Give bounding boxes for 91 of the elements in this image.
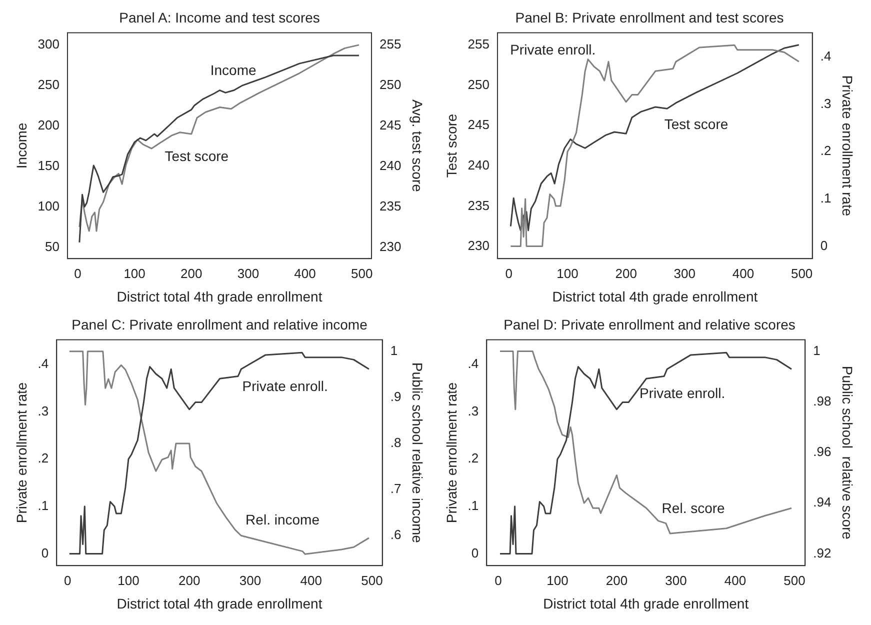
y-tick-label: .2 [468,450,479,466]
y-tick-label: .3 [38,403,49,418]
y2-tick-label: 230 [380,238,402,254]
y2-tick-label: 245 [380,117,402,132]
x-tick-label: 0 [64,572,72,588]
x-tick-label: 400 [300,572,322,588]
chart-title: Panel D: Private enrollment and relative scores [504,316,796,332]
y-tick-label: 0 [471,545,479,560]
y-tick-label: .4 [468,356,479,371]
y-tick-label: 200 [38,117,60,132]
x-tick-label: 300 [237,266,260,281]
x-tick-label: 400 [294,266,316,281]
y-axis-title: Test score [443,114,460,178]
y-tick-label: .2 [38,450,49,466]
y2-tick-label: .9 [390,388,402,404]
x-tick-label: 200 [178,572,200,588]
y2-tick-label: .3 [820,96,832,111]
x-tick-label: 500 [351,266,373,281]
y2-tick-label: .1 [820,190,832,206]
y2-axis-title: Private enrollment rate [840,75,856,216]
x-tick-label: 100 [546,572,568,588]
y-tick-label: 0 [41,545,49,560]
y2-tick-label: 0 [820,238,828,253]
y2-tick-label: .8 [390,435,402,450]
y-axis-title: Private enrollment rate [13,382,30,524]
y2-tick-label: .7 [390,481,402,496]
y-tick-label: 240 [468,157,490,172]
y2-tick-label: .94 [813,494,832,510]
y-axis-title: Income [13,122,30,169]
series-label: Private enroll. [510,42,596,58]
series-label: Income [210,62,257,78]
x-tick-label: 500 [790,266,813,281]
x-tick-label: 300 [674,266,696,281]
series-label: Private enroll. [640,384,726,401]
chart-title: Panel A: Income and test scores [119,9,320,26]
series-label: Test score [664,116,728,132]
x-tick-label: 0 [505,266,513,281]
series-label: Test score [164,148,229,164]
x-tick-label: 400 [732,266,754,281]
x-tick-label: 0 [494,572,502,588]
series-label: Rel. income [246,511,320,528]
y-tick-label: 250 [38,76,60,92]
y-tick-label: 250 [468,76,490,92]
y-tick-label: 235 [468,198,490,213]
x-axis-title: District total 4th grade enrollment [116,288,322,304]
y2-tick-label: .4 [820,48,832,64]
y-tick-label: .1 [38,498,49,514]
y-tick-label: .4 [38,356,49,371]
y2-tick-label: 240 [380,158,402,173]
y-tick-label: 230 [468,238,490,254]
x-tick-label: 200 [606,572,628,588]
x-axis-title: District total 4th grade enrollment [543,595,749,612]
chart-title: Panel C: Private enrollment and relative income [72,316,368,332]
y2-axis-title: Avg. test score [410,100,426,192]
y-tick-label: 100 [38,198,60,214]
y-tick-label: 255 [468,36,490,52]
series-label: Private enroll. [242,378,328,394]
series-label: Rel. score [662,500,726,516]
y2-tick-label: 235 [380,198,402,214]
y2-axis-title: Public school relative score [840,366,856,540]
x-axis-title: District total 4th grade enrollment [552,288,758,304]
y2-tick-label: 250 [380,76,402,92]
y2-tick-label: .2 [820,143,832,158]
x-tick-label: 100 [556,266,578,281]
x-tick-label: 100 [124,266,146,281]
y2-tick-label: .98 [813,393,832,408]
y-tick-label: 300 [38,36,60,52]
y-tick-label: .3 [468,403,479,418]
y-tick-label: 50 [45,238,60,254]
y-tick-label: .1 [468,498,479,514]
x-tick-label: 300 [239,572,262,588]
x-tick-label: 200 [615,266,637,281]
y2-tick-label: .96 [813,444,832,460]
x-axis-title: District total 4th grade enrollment [116,595,322,612]
chart-title: Panel B: Private enrollment and test scores [515,9,784,26]
x-tick-label: 0 [74,266,82,281]
y2-tick-label: .92 [813,545,832,560]
x-tick-label: 500 [361,572,383,588]
y2-tick-label: 255 [380,36,402,52]
x-tick-label: 500 [784,572,806,588]
x-tick-label: 100 [118,572,140,588]
y2-tick-label: 1 [813,342,820,358]
y2-tick-label: 1 [390,342,398,358]
x-tick-label: 400 [724,572,746,588]
y2-axis-title: Public school relative income [410,362,426,544]
y-tick-label: 245 [468,117,490,132]
x-tick-label: 300 [665,572,687,588]
y2-tick-label: .6 [390,527,402,542]
y-axis-title: Private enrollment rate [443,382,460,524]
y-tick-label: 150 [38,158,60,173]
x-tick-label: 200 [180,266,202,281]
